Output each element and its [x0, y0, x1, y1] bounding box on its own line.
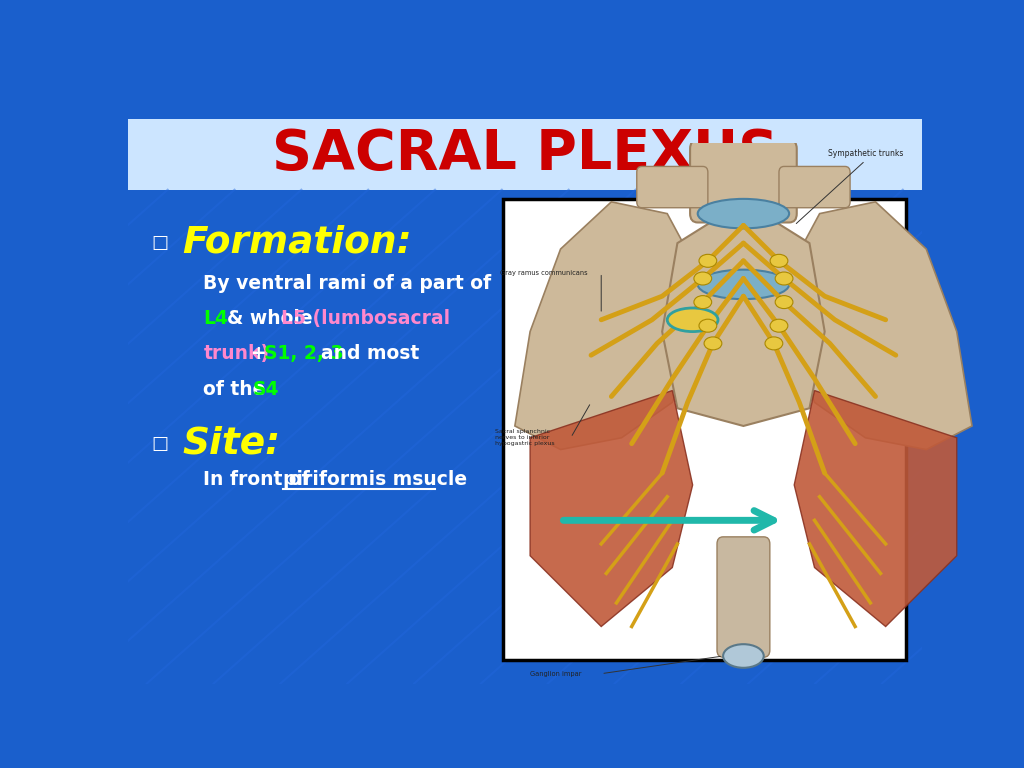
Ellipse shape: [775, 296, 793, 309]
FancyBboxPatch shape: [717, 537, 770, 657]
Text: Gray ramus communicans: Gray ramus communicans: [500, 270, 587, 276]
Polygon shape: [530, 391, 692, 627]
Bar: [128, 92, 922, 119]
Ellipse shape: [694, 296, 712, 309]
Text: In front of: In front of: [204, 470, 310, 489]
Ellipse shape: [697, 270, 790, 300]
Text: Ganglion impar: Ganglion impar: [530, 670, 582, 677]
FancyBboxPatch shape: [637, 167, 708, 207]
Ellipse shape: [694, 272, 712, 285]
Text: and most: and most: [321, 344, 419, 363]
Ellipse shape: [697, 199, 790, 228]
Ellipse shape: [705, 337, 722, 350]
Text: trunk): trunk): [204, 344, 269, 363]
Text: S1, 2, 3: S1, 2, 3: [264, 344, 344, 363]
FancyBboxPatch shape: [690, 140, 797, 223]
Polygon shape: [663, 202, 824, 426]
Ellipse shape: [723, 644, 764, 668]
Bar: [128, 119, 922, 190]
Text: Site:: Site:: [182, 425, 281, 462]
Text: +: +: [251, 344, 267, 363]
Polygon shape: [515, 202, 692, 449]
Text: □: □: [152, 234, 169, 252]
Text: L4: L4: [204, 309, 228, 328]
Ellipse shape: [699, 254, 717, 267]
Ellipse shape: [775, 272, 793, 285]
Polygon shape: [795, 391, 956, 627]
Text: By ventral rami of a part of: By ventral rami of a part of: [204, 273, 492, 293]
Text: □: □: [152, 435, 169, 452]
Text: of the: of the: [204, 380, 266, 399]
Ellipse shape: [770, 319, 787, 333]
Text: Sympathetic trunks: Sympathetic trunks: [827, 149, 903, 157]
Ellipse shape: [668, 308, 718, 332]
Polygon shape: [795, 202, 972, 449]
Text: piriformis msucle: piriformis msucle: [283, 470, 467, 489]
Ellipse shape: [765, 337, 782, 350]
Text: S4: S4: [253, 380, 280, 399]
Text: L5 (lumbosacral: L5 (lumbosacral: [282, 309, 451, 328]
Text: SACRAL PLEXUS: SACRAL PLEXUS: [271, 127, 778, 181]
Ellipse shape: [770, 254, 787, 267]
Text: & whole: & whole: [227, 309, 312, 328]
Ellipse shape: [699, 319, 717, 333]
Text: Sacral splanchnic
nerves to inferior
hypogastric plexus: Sacral splanchnic nerves to inferior hyp…: [495, 429, 554, 446]
Text: Formation:: Formation:: [182, 225, 412, 261]
FancyBboxPatch shape: [779, 167, 850, 207]
Bar: [503, 199, 906, 660]
